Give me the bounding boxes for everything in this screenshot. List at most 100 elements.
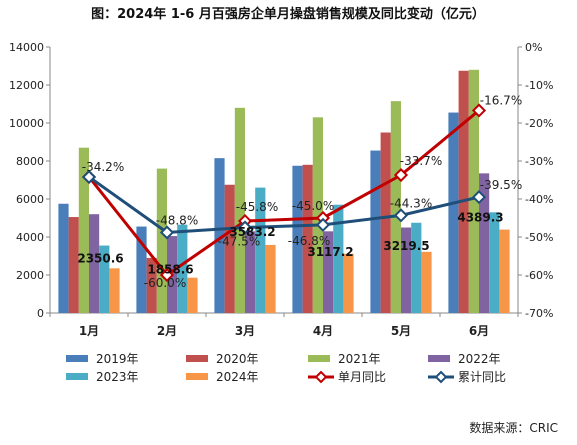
legend-label: 2021年 (338, 352, 381, 366)
legend-label: 单月同比 (338, 370, 386, 384)
legend-item-2019年: 2019年 (66, 352, 139, 366)
chart-source: 数据来源：CRIC (469, 420, 558, 435)
legend-marker (434, 370, 448, 384)
category-label: 4月 (313, 324, 333, 338)
bar-2024年-5月 (421, 251, 432, 313)
legend-label: 2019年 (96, 352, 139, 366)
legend-item-2021年: 2021年 (308, 352, 381, 366)
bar-label-2024: 4389.3 (457, 211, 503, 225)
marker-累计同比-3月 (237, 220, 253, 235)
legend-swatch (428, 355, 450, 362)
bar-2021年-2月 (156, 168, 167, 313)
bar-2022年-6月 (479, 173, 490, 313)
bar-label-2024: 3117.2 (307, 245, 353, 259)
left-tick-label: 0 (37, 307, 44, 320)
marker-累计同比-1月 (81, 169, 97, 185)
marker-累计同比-6月 (471, 190, 487, 205)
bar-2022年-4月 (323, 231, 334, 313)
bar-2023年-2月 (177, 224, 188, 313)
bar-2019年-5月 (370, 150, 381, 313)
category-label: 1月 (79, 324, 99, 338)
right-tick-label: -30% (525, 155, 553, 168)
chart-title: 图：2024年 1-6 月百强房企单月操盘销售规模及同比变动（亿元） (91, 6, 485, 22)
legend-item-2024年: 2024年 (186, 370, 259, 384)
left-tick-label: 6000 (16, 193, 44, 206)
legend-marker (314, 370, 328, 384)
bar-2022年-1月 (89, 214, 100, 313)
bar-2022年-3月 (245, 231, 256, 313)
right-tick-label: -70% (525, 307, 553, 320)
legend-label: 2024年 (216, 370, 259, 384)
legend: 2019年 2020年 2021年 2022年 2023年 2024年 单月同比 累计同比 (66, 352, 506, 384)
bar-2020年-4月 (302, 164, 313, 313)
left-tick-label: 2000 (16, 269, 44, 282)
right-tick-label: -50% (525, 231, 553, 244)
data-labels: 2350.6 1858.6 3583.2 3117.2 3219.5 4389.3 -34.… (77, 93, 522, 290)
bar-label-2024: 2350.6 (77, 251, 123, 265)
marker-累计同比-2月 (159, 225, 175, 240)
bar-2021年-4月 (312, 117, 323, 313)
line-label-cumulative: -39.5% (480, 178, 522, 192)
line-单月同比 (87, 109, 480, 278)
line-label-cumulative: -47.5% (218, 235, 260, 249)
marker-单月同比-5月 (393, 167, 409, 183)
legend-item-累计同比: 累计同比 (428, 370, 506, 384)
category-label: 2月 (157, 324, 177, 338)
category-label: 3月 (235, 324, 255, 338)
left-tick-label: 8000 (16, 155, 44, 168)
legend-swatch (186, 355, 208, 362)
legend-label: 2020年 (216, 352, 259, 366)
line-label-cumulative: -44.3% (390, 196, 432, 210)
legend-swatch (186, 373, 208, 380)
line-label-monthly: -45.0% (292, 199, 334, 213)
bar-2021年-3月 (234, 107, 245, 313)
bar-2024年-4月 (343, 253, 354, 313)
left-tick-label: 14000 (9, 41, 44, 54)
marker-累计同比-4月 (315, 217, 331, 232)
marker-单月同比-2月 (159, 267, 175, 283)
bars (58, 69, 510, 314)
legend-swatch (66, 355, 88, 362)
legend-swatch (66, 373, 88, 380)
bar-label-2024: 3219.5 (383, 239, 429, 253)
legend-label: 累计同比 (458, 370, 506, 384)
right-tick-label: -60% (525, 269, 553, 282)
bar-2019年-6月 (448, 112, 459, 313)
bar-2023年-5月 (411, 222, 422, 313)
line-label-cumulative: -46.8% (288, 234, 330, 248)
bar-2023年-4月 (333, 204, 344, 313)
bar-2019年-4月 (292, 165, 303, 313)
line-累计同比 (88, 175, 480, 234)
line-label-monthly: -16.7% (480, 93, 522, 107)
legend-label: 2023年 (96, 370, 139, 384)
left-tick-label: 10000 (9, 117, 44, 130)
category-label: 6月 (469, 324, 489, 338)
bar-2020年-6月 (458, 70, 469, 313)
right-tick-label: -40% (525, 193, 553, 206)
bar-2024年-3月 (265, 244, 276, 313)
bar-2023年-6月 (489, 212, 500, 313)
right-tick-label: -20% (525, 117, 553, 130)
bar-2023年-1月 (99, 245, 110, 313)
bar-2024年-1月 (109, 268, 120, 313)
bar-2021年-6月 (468, 69, 479, 313)
bar-2019年-1月 (58, 203, 69, 313)
bar-2022年-5月 (401, 227, 412, 313)
bar-2024年-6月 (499, 229, 510, 313)
bar-2020年-3月 (224, 184, 235, 313)
right-tick-label: -10% (525, 79, 553, 92)
legend-swatch (308, 355, 330, 362)
line-label-monthly: -33.7% (400, 154, 442, 168)
marker-单月同比-6月 (471, 103, 487, 118)
legend-item-单月同比: 单月同比 (308, 370, 386, 384)
bar-label-2024: 1858.6 (147, 263, 193, 277)
line-label-monthly: -34.2% (82, 160, 124, 174)
bar-label-2024: 3583.2 (229, 225, 275, 239)
legend-label: 2022年 (458, 352, 501, 366)
left-tick-label: 12000 (9, 79, 44, 92)
bar-2023年-3月 (255, 187, 266, 313)
left-tick-label: 4000 (16, 231, 44, 244)
bar-2019年-3月 (214, 158, 225, 313)
marker-累计同比-5月 (393, 208, 409, 223)
